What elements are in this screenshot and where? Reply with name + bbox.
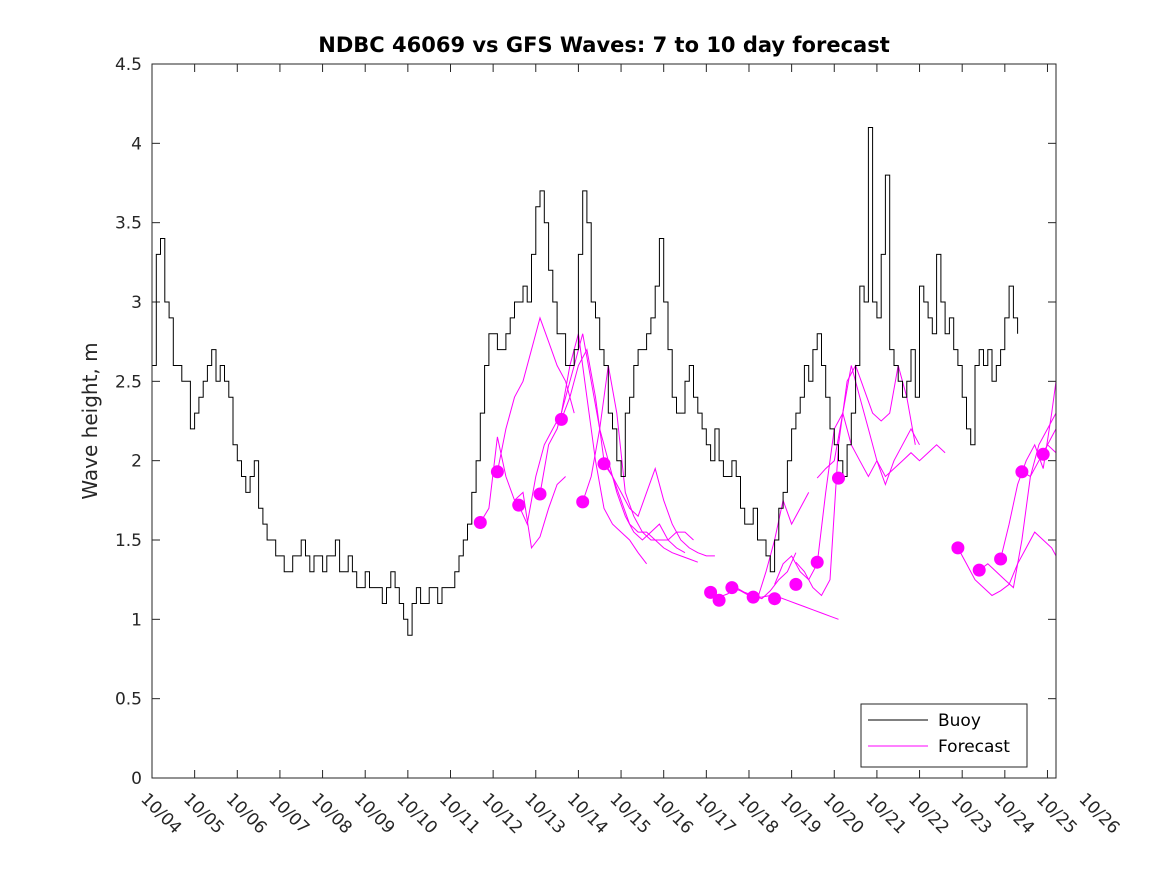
forecast-point — [712, 593, 726, 607]
x-tick-label: 10/15 — [606, 789, 655, 838]
forecast-point — [832, 471, 845, 485]
x-tick-label: 10/25 — [1032, 789, 1081, 838]
x-tick-label: 10/14 — [563, 789, 612, 838]
forecast-line — [957, 531, 1057, 597]
forecast-line — [753, 594, 839, 620]
x-tick-label: 10/04 — [136, 789, 185, 838]
forecast-point — [473, 516, 487, 529]
forecast-point — [810, 555, 824, 569]
y-tick-label: 0 — [131, 769, 142, 789]
forecast-markers — [473, 412, 1050, 607]
plot-area — [152, 64, 1056, 778]
x-tick-label: 10/06 — [222, 789, 271, 838]
forecast-line — [816, 365, 946, 479]
x-tick-label: 10/13 — [520, 789, 569, 838]
legend: Buoy Forecast — [860, 703, 1028, 768]
x-tick-label: 10/19 — [776, 789, 825, 838]
forecast-point — [533, 487, 547, 501]
y-tick-label: 1.5 — [115, 531, 142, 551]
forecast-line — [496, 316, 575, 472]
x-tick-label: 10/21 — [861, 789, 910, 838]
forecast-line — [479, 436, 566, 550]
forecast-line — [1000, 381, 1057, 560]
forecast-line — [518, 333, 647, 565]
forecast-line — [582, 365, 694, 541]
forecast-point — [576, 495, 590, 509]
x-tick-label: 10/12 — [478, 789, 527, 838]
x-tick-label: 10/24 — [989, 789, 1038, 838]
forecast-point — [554, 412, 568, 426]
y-tick-label: 2.5 — [115, 372, 142, 392]
forecast-point — [972, 563, 986, 577]
y-tick-label: 4 — [131, 134, 142, 154]
x-tick-label: 10/20 — [819, 789, 868, 838]
x-tick-label: 10/08 — [307, 789, 356, 838]
forecast-point — [597, 457, 611, 471]
forecast-point — [746, 590, 760, 604]
x-tick-label: 10/10 — [392, 789, 441, 838]
legend-forecast-label: Forecast — [938, 737, 1010, 757]
forecast-point — [1036, 447, 1050, 461]
x-tick-label: 10/22 — [904, 789, 953, 838]
forecast-point — [512, 498, 526, 512]
y-tick-label: 4.5 — [115, 55, 142, 75]
x-tick-label: 10/11 — [435, 789, 484, 838]
forecast-point — [951, 541, 965, 555]
x-tick-label: 10/16 — [648, 789, 697, 838]
x-tick-label: 10/23 — [947, 789, 996, 838]
y-axis: 0 0.5 1 1.5 2 2.5 3 3.5 4 4.5 — [115, 55, 1056, 789]
forecast-point — [490, 465, 504, 479]
y-tick-label: 0.5 — [115, 690, 142, 710]
forecast-point — [704, 585, 718, 599]
plot-frame — [151, 63, 1057, 779]
forecast-point — [768, 592, 782, 606]
legend-box — [860, 703, 1028, 768]
buoy-line — [152, 127, 1019, 636]
forecast-line — [603, 463, 698, 563]
y-tick-label: 1 — [131, 610, 142, 630]
x-tick-label: 10/17 — [691, 789, 740, 838]
forecast-point — [994, 552, 1008, 566]
y-tick-label: 2 — [131, 452, 142, 472]
forecast-line — [978, 412, 1057, 589]
forecast-line — [560, 348, 715, 557]
x-tick-label: 10/18 — [733, 789, 782, 838]
x-tick-label: 10/09 — [350, 789, 399, 838]
y-tick-label: 3 — [131, 293, 142, 313]
forecast-point — [725, 581, 739, 595]
forecast-point — [789, 577, 803, 591]
forecast-point — [1015, 465, 1029, 479]
y-axis-label: Wave height, m — [78, 342, 102, 499]
forecast-line — [774, 411, 920, 585]
buoy-series — [152, 127, 1019, 636]
plot-background — [152, 64, 1056, 778]
legend-buoy-label: Buoy — [938, 711, 981, 731]
chart-title: NDBC 46069 vs GFS Waves: 7 to 10 day for… — [318, 33, 889, 57]
x-tick-label: 10/07 — [264, 789, 313, 838]
x-tick-label: 10/05 — [179, 789, 228, 838]
x-tick-label: 10/26 — [1075, 789, 1124, 838]
y-tick-label: 3.5 — [115, 214, 142, 234]
